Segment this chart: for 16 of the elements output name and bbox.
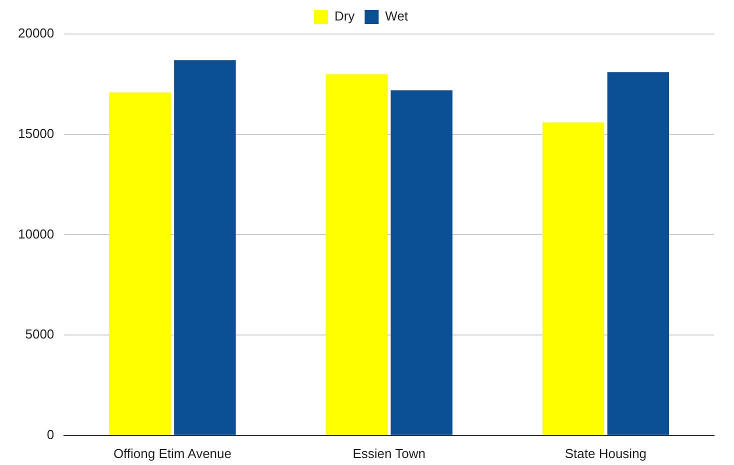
y-tick-label: 10000 (18, 226, 54, 242)
y-tick-label: 20000 (18, 26, 54, 41)
legend-label: Wet (385, 8, 408, 24)
bar (607, 72, 670, 435)
x-tick-label: Essien Town (352, 446, 426, 461)
y-tick-label: 5000 (25, 326, 54, 342)
bar (326, 74, 388, 435)
bar (390, 90, 452, 435)
legend-label: Dry (334, 8, 356, 24)
x-tick-label: Offiong Etim Avenue (113, 446, 232, 461)
bar (174, 60, 236, 435)
y-tick-label: 15000 (18, 126, 54, 141)
y-tick-label: 0 (46, 426, 54, 442)
bar (542, 122, 604, 435)
x-tick-label: State Housing (564, 446, 647, 461)
bar (109, 92, 171, 435)
